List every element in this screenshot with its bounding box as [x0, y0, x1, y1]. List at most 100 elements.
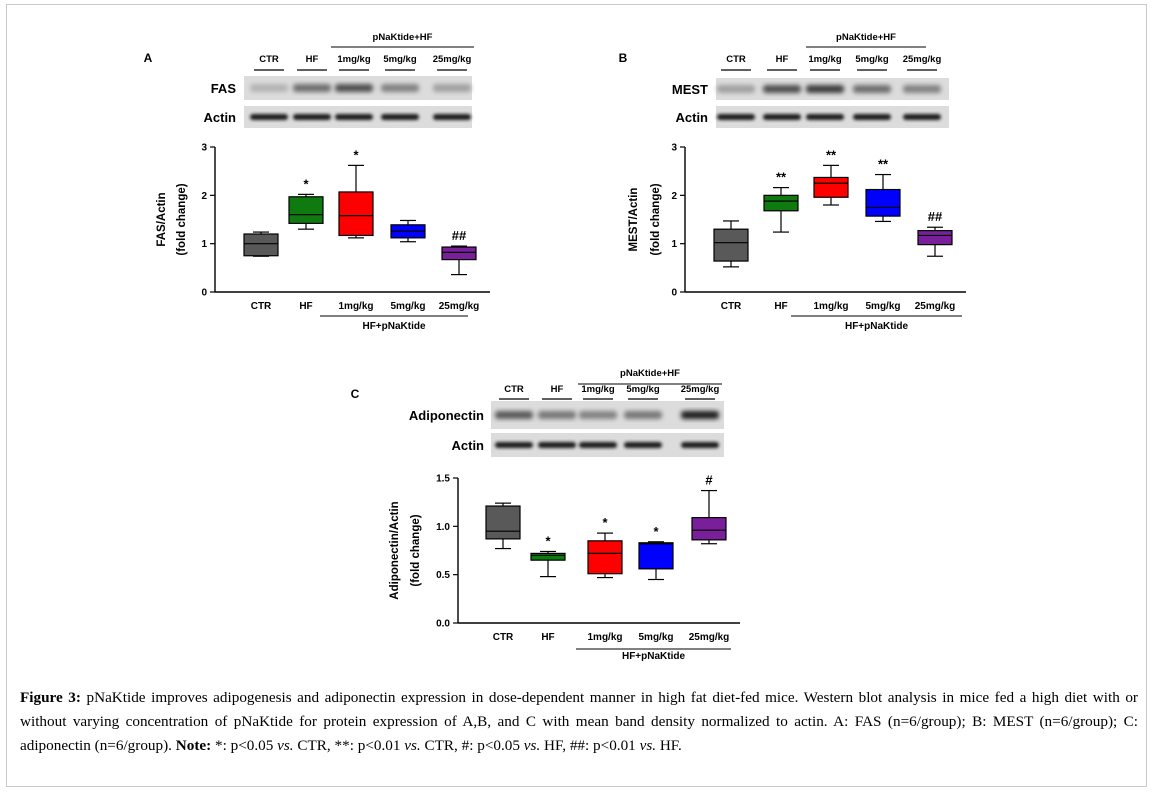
y-tick-label: 1.0 [436, 522, 450, 533]
blot-band [495, 442, 533, 448]
box-1mgkg: * 1mg/kg [338, 147, 374, 312]
box-hf: * HF [288, 176, 324, 312]
y-axis-label: FAS/Actin [156, 192, 168, 246]
box-iqr [338, 191, 374, 237]
blot-band [293, 114, 331, 120]
blot-band [763, 114, 801, 120]
box-iqr [485, 505, 521, 540]
box-iqr [243, 233, 279, 257]
blot-band [538, 411, 576, 419]
blot-row-label: Actin [452, 438, 485, 453]
caption-vs-1: vs. [277, 737, 294, 754]
blot-band [806, 85, 844, 93]
caption-sig-4: HF, ##: p<0.01 [540, 737, 640, 754]
box-iqr [288, 196, 324, 224]
box-5mgkg: 5mg/kg [390, 219, 426, 312]
box-iqr [865, 188, 901, 217]
blot-lane-label: CTR [726, 54, 746, 65]
y-axis-label-sub: (fold change) [176, 183, 188, 255]
blot-band [717, 85, 755, 93]
blot-band [335, 114, 373, 120]
significance-marker: * [653, 524, 659, 539]
blot-lane-label: HF [551, 384, 564, 395]
blot-band [681, 411, 719, 419]
box-iqr [917, 230, 953, 246]
y-axis-label-sub: (fold change) [650, 183, 662, 255]
y-tick-label: 1.5 [436, 474, 450, 485]
blot-lane-label: 1mg/kg [581, 384, 614, 395]
y-axis-label: MEST/Actin [628, 188, 640, 252]
x-group-label: HF+pNaKtide [622, 651, 686, 662]
x-tick-label: HF [774, 301, 787, 312]
blot-band [681, 442, 719, 448]
x-tick-label: CTR [721, 301, 742, 312]
box-iqr [813, 176, 849, 198]
x-tick-label: CTR [493, 632, 514, 643]
caption-sig-2: CTR, **: p<0.01 [293, 737, 405, 754]
significance-marker: # [705, 473, 713, 488]
blot-group-label: pNaKtide+HF [836, 32, 896, 43]
x-tick-label: 5mg/kg [390, 301, 425, 312]
blot-lane-label: HF [306, 54, 319, 65]
x-tick-label: HF [299, 301, 312, 312]
blot-band [293, 84, 331, 92]
blot-band [853, 114, 891, 120]
y-tick-label: 3 [201, 143, 207, 154]
blot-group-label: pNaKtide+HF [620, 368, 680, 379]
blot-lane-label: HF [776, 54, 789, 65]
caption-text: pNaKtide improves adipogenesis and adipo… [20, 689, 1138, 754]
caption-sig-3: CTR, #: p<0.05 [420, 737, 524, 754]
x-group-label: HF+pNaKtide [845, 321, 909, 332]
significance-marker: * [353, 147, 359, 162]
caption-sig-1: *: p<0.05 [211, 737, 278, 754]
box-iqr [763, 194, 799, 212]
blot-band [903, 114, 941, 120]
blot-lane-label: 25mg/kg [433, 54, 472, 65]
blot-band [538, 442, 576, 448]
x-tick-label: 25mg/kg [689, 632, 730, 643]
x-tick-label: 1mg/kg [813, 301, 848, 312]
box-iqr [441, 246, 477, 261]
y-tick-label: 1 [671, 239, 677, 250]
y-tick-label: 1 [201, 239, 207, 250]
x-tick-label: CTR [251, 301, 272, 312]
blot-band [433, 84, 471, 92]
panel-letter: A [144, 51, 153, 65]
blot-group-label: pNaKtide+HF [373, 32, 433, 43]
y-tick-label: 0 [671, 288, 677, 299]
box-25mgkg: ## 25mg/kg [915, 209, 956, 312]
blot-band [717, 114, 755, 120]
box-5mgkg: ** 5mg/kg [865, 157, 901, 312]
box-ctr: CTR [485, 502, 521, 643]
panel-letter: B [619, 51, 628, 65]
box-iqr [638, 542, 674, 570]
box-iqr [530, 552, 566, 561]
blot-band [853, 85, 891, 93]
y-tick-label: 0.0 [436, 619, 450, 630]
blot-band [763, 85, 801, 93]
y-tick-label: 0 [201, 288, 207, 299]
blot-lane-label: CTR [259, 54, 279, 65]
blot-row-label: MEST [672, 82, 708, 97]
caption-vs-2: vs. [404, 737, 421, 754]
figure-caption: Figure 3: pNaKtide improves adipogenesis… [20, 686, 1138, 758]
blot-band [250, 114, 288, 120]
blot-band [579, 442, 617, 448]
box-iqr [713, 228, 749, 262]
blot-lane-label: 1mg/kg [808, 54, 841, 65]
x-tick-label: 25mg/kg [915, 301, 956, 312]
y-tick-label: 0.5 [436, 570, 450, 581]
significance-marker: * [303, 176, 309, 191]
blot-row-label: FAS [211, 81, 237, 96]
caption-note-label: Note: [175, 737, 212, 754]
box-iqr [587, 540, 623, 575]
blot-band [579, 411, 617, 419]
y-tick-label: 2 [671, 191, 677, 202]
y-axis-label: Adiponectin/Actin [389, 501, 401, 599]
y-axis-label-sub: (fold change) [410, 514, 422, 586]
blot-lane-label: 25mg/kg [681, 384, 720, 395]
